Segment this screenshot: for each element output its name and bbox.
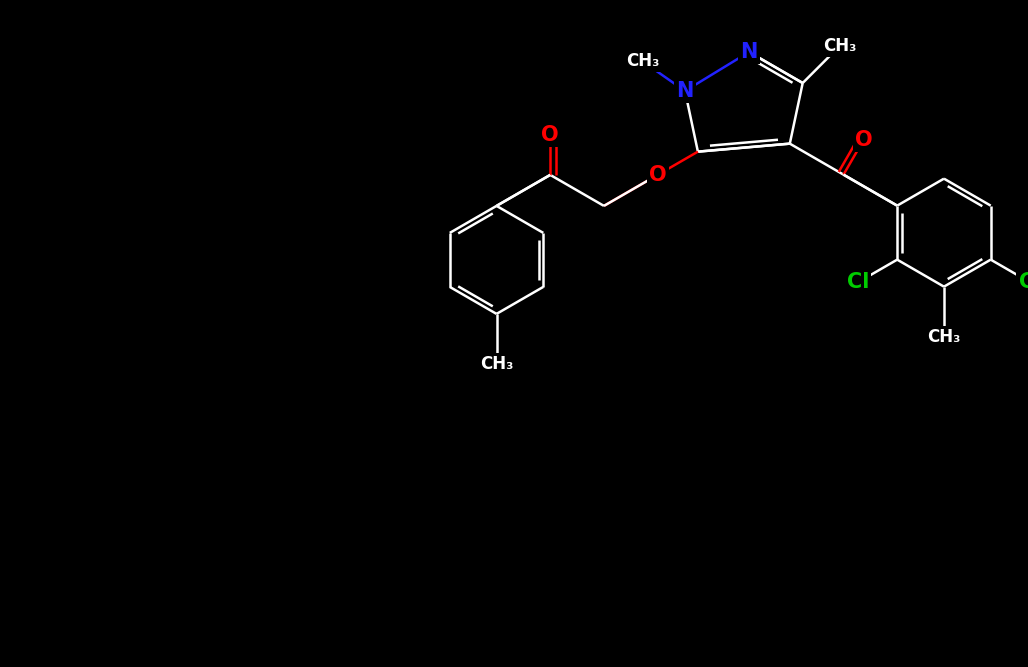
Text: Cl: Cl bbox=[1019, 272, 1028, 292]
Text: Cl: Cl bbox=[847, 272, 870, 292]
Text: CH₃: CH₃ bbox=[927, 327, 960, 346]
Text: CH₃: CH₃ bbox=[626, 52, 659, 70]
Text: O: O bbox=[855, 130, 873, 150]
Text: CH₃: CH₃ bbox=[480, 355, 513, 373]
Text: N: N bbox=[740, 42, 758, 62]
Text: N: N bbox=[676, 81, 694, 101]
Text: O: O bbox=[649, 165, 666, 185]
Text: O: O bbox=[542, 125, 559, 145]
Text: CH₃: CH₃ bbox=[822, 37, 856, 55]
